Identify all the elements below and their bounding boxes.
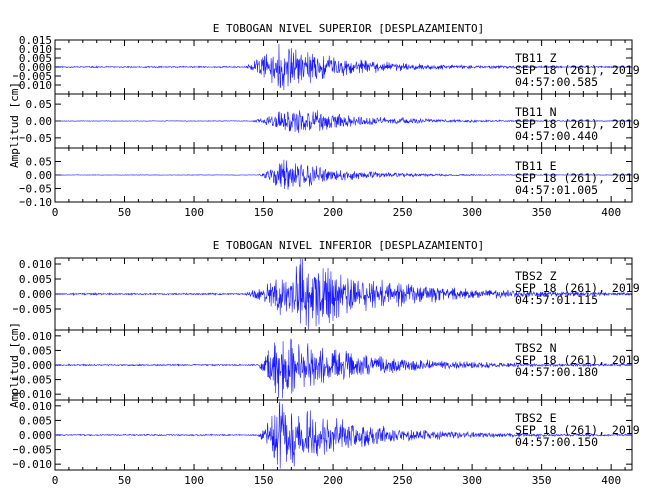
y-tick-label: 0.010 [19, 330, 52, 343]
x-tick-label: 250 [393, 474, 413, 487]
x-tick-label: 0 [52, 206, 59, 219]
y-tick-label: 0.05 [26, 98, 53, 111]
y-tick-label: 0.00 [26, 115, 53, 128]
y-tick-label: 0.010 [19, 400, 52, 413]
seismic-trace [54, 159, 633, 190]
chart-2: E TOBOGAN NIVEL INFERIOR [DESPLAZAMIENTO… [8, 239, 640, 487]
station-time: 04:57:00.440 [515, 129, 598, 143]
station-date: SEP 18 (261), 2019 [515, 353, 640, 367]
y-tick-label: 0.010 [19, 388, 52, 401]
seismic-trace [54, 43, 633, 91]
station-channel: TBS2 Z [515, 269, 557, 283]
station-channel: TB11 N [515, 105, 557, 119]
station-channel: TBS2 E [515, 411, 557, 425]
station-time: 04:57:00.180 [515, 365, 598, 379]
x-tick-label: 150 [254, 474, 274, 487]
station-channel: TB11 Z [515, 51, 557, 65]
x-tick-label: 200 [323, 474, 343, 487]
y-tick-label: 0.05 [26, 156, 53, 169]
y-tick-label: 0.000 [19, 359, 52, 372]
y-tick-label: 0.010 [19, 258, 52, 271]
y-tick-label: 0.00 [26, 169, 53, 182]
station-time: 04:57:00.585 [515, 75, 598, 89]
y-tick-label: 0.005 [19, 273, 52, 286]
x-tick-label: 250 [393, 206, 413, 219]
y-tick-label: 0.005 [19, 344, 52, 357]
y-tick-label: 0.05 [26, 132, 53, 145]
y-tick-label: 0.015 [19, 34, 52, 47]
x-tick-label: 100 [184, 206, 204, 219]
y-tick-label: 0.005 [19, 414, 52, 427]
x-tick-label: 300 [462, 206, 482, 219]
x-tick-label: 150 [254, 206, 274, 219]
y-tick-label: 0.000 [19, 288, 52, 301]
x-tick-label: 350 [532, 206, 552, 219]
y-tick-label: 0.005 [19, 374, 52, 387]
station-channel: TBS2 N [515, 341, 557, 355]
x-tick-label: 300 [462, 474, 482, 487]
y-tick-label: 0.005 [19, 70, 52, 83]
station-date: SEP 18 (261), 2019 [515, 281, 640, 295]
chart-1: E TOBOGAN NIVEL SUPERIOR [DESPLAZAMIENTO… [8, 22, 640, 219]
x-tick-label: 400 [601, 206, 621, 219]
y-tick-label: 0.010 [19, 458, 52, 471]
station-date: SEP 18 (261), 2019 [515, 63, 640, 77]
y-tick-label: 0.005 [19, 52, 52, 65]
station-channel: TB11 E [515, 159, 557, 173]
x-tick-label: 400 [601, 474, 621, 487]
y-tick-label: 0.000 [19, 61, 52, 74]
station-date: SEP 18 (261), 2019 [515, 117, 640, 131]
station-date: SEP 18 (261), 2019 [515, 171, 640, 185]
seismic-trace [54, 110, 633, 134]
station-time: 04:57:01.005 [515, 183, 598, 197]
y-tick-label: 0.010 [19, 43, 52, 56]
x-tick-label: 50 [118, 206, 131, 219]
seismic-trace [54, 338, 633, 399]
y-tick-label: 0.010 [19, 79, 52, 92]
seismic-trace [54, 401, 633, 469]
station-time: 04:57:01.115 [515, 293, 598, 307]
y-tick-label: 0.005 [19, 444, 52, 457]
station-date: SEP 18 (261), 2019 [515, 423, 640, 437]
y-tick-label: 0.000 [19, 429, 52, 442]
x-tick-label: 0 [52, 474, 59, 487]
y-axis-label: Amplitud [cm] [8, 322, 21, 408]
x-tick-label: 50 [118, 474, 131, 487]
y-tick-label: 0.05 [26, 183, 53, 196]
station-time: 04:57:00.150 [515, 435, 598, 449]
x-tick-label: 350 [532, 474, 552, 487]
x-tick-label: 100 [184, 474, 204, 487]
x-tick-label: 200 [323, 206, 343, 219]
seismic-trace [54, 258, 633, 330]
y-axis-label: Amplitud [cm] [8, 82, 21, 168]
y-tick-label: 0.10 [26, 196, 53, 209]
chart-title: E TOBOGAN NIVEL SUPERIOR [DESPLAZAMIENTO… [213, 22, 485, 35]
chart-title: E TOBOGAN NIVEL INFERIOR [DESPLAZAMIENTO… [213, 239, 485, 252]
y-tick-label: 0.005 [19, 303, 52, 316]
